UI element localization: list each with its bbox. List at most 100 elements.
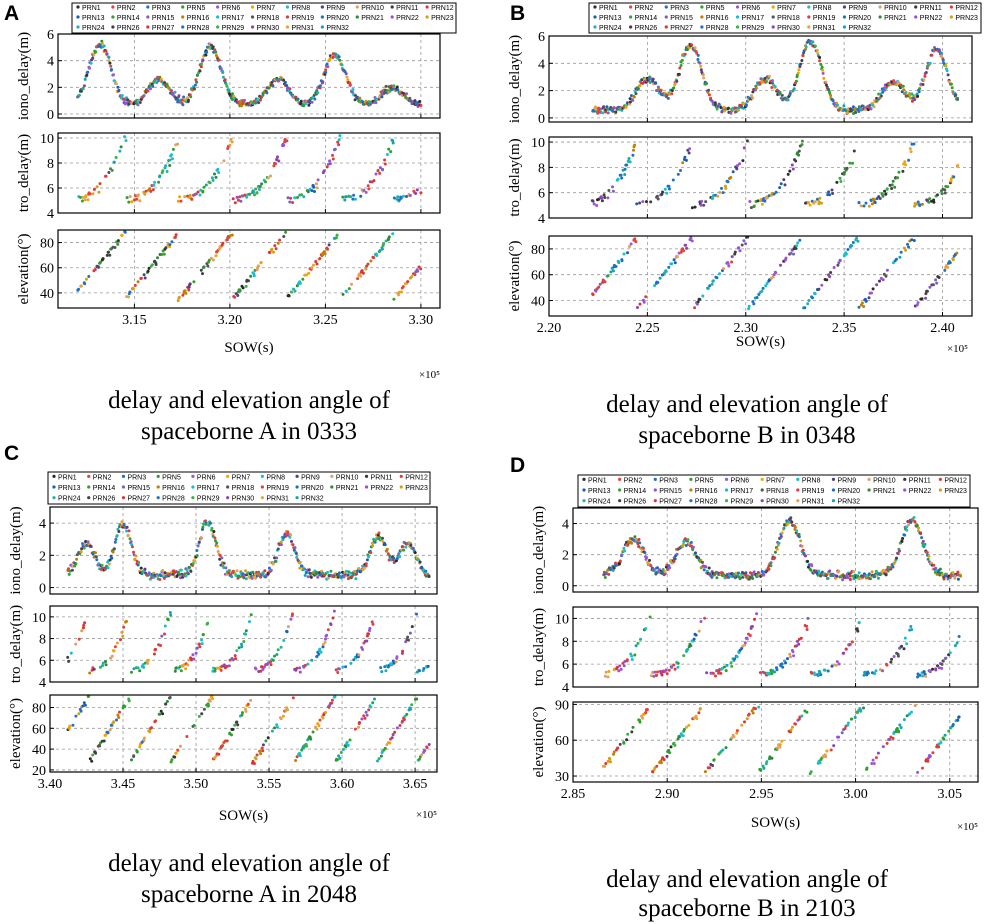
data-point [296,196,299,199]
data-point [152,652,156,656]
data-point [269,174,272,178]
data-point [792,252,795,256]
data-point [67,659,71,663]
data-point [380,247,384,251]
data-point [400,651,404,655]
data-point [806,302,810,306]
data-point [170,89,173,93]
data-point [698,297,702,301]
data-point [198,645,202,649]
data-point [106,731,110,735]
data-point [804,45,808,49]
data-point [843,727,847,731]
data-point [413,551,417,555]
data-point [699,68,703,72]
data-point [955,641,959,645]
legend-entry: PRN20 [301,485,324,492]
data-point [334,236,338,240]
data-point [813,44,817,48]
data-point [738,249,742,253]
data-point [335,233,339,237]
data-point [261,667,265,671]
data-point [159,644,162,647]
data-point [663,187,667,191]
legend-entry: PRN18 [766,488,789,495]
data-point [732,735,736,739]
data-point [800,714,804,718]
data-point [721,191,725,195]
data-point [66,655,70,659]
data-point [67,572,71,576]
data-point [951,571,955,575]
data-point [711,671,715,675]
x-tick-label: 2.95 [749,787,774,802]
x-tick-label: 2.20 [537,321,562,336]
data-point [69,651,73,655]
data-point [895,556,898,560]
data-point [871,758,875,762]
data-point [233,295,237,299]
data-point [185,568,189,572]
legend-entry: PRN16 [706,15,729,22]
data-point [321,645,325,649]
data-point [927,200,931,204]
data-point [274,162,277,166]
series-points [591,38,960,116]
data-point [357,725,360,729]
data-point [298,666,302,670]
data-point [295,284,299,288]
data-point [864,201,868,205]
data-point [106,566,110,570]
data-point [631,98,635,102]
data-point [723,665,726,669]
data-point [941,659,945,663]
data-point [200,642,204,646]
data-point [112,720,116,724]
legend-entry: PRN8 [813,5,832,12]
legend-entry: PRN5 [187,5,206,12]
data-point [362,566,366,570]
data-point [270,729,274,733]
legend-entry: PRN8 [266,474,285,481]
data-point [360,717,364,721]
data-point [256,264,260,268]
data-point [844,647,848,651]
data-point [418,100,422,103]
data-point [312,185,316,189]
data-point [81,542,85,546]
legend-entry: PRN24 [588,499,611,506]
data-point [128,195,132,199]
data-point [905,642,909,646]
data-point [168,158,172,162]
data-point [935,572,939,576]
data-point [186,572,190,576]
legend-marker [760,477,764,481]
legend-marker [285,5,290,9]
series-points [601,704,961,776]
legend-entry: PRN1 [82,5,101,12]
data-point [143,192,147,196]
data-point [91,753,95,757]
data-point [170,157,174,161]
legend-entry: PRN3 [152,5,171,12]
data-point [378,171,382,175]
legend-marker [216,25,220,29]
data-point [272,164,276,168]
caption-line-2: spaceborne A in 2048 [141,881,357,908]
legend-marker [390,5,394,9]
data-point [127,529,131,533]
data-point [344,195,348,199]
data-point [330,701,334,705]
data-point [924,674,928,678]
data-point [147,658,150,662]
data-point [932,563,936,567]
data-point [337,138,341,142]
legend-entry: PRN17 [731,488,754,495]
data-point [217,171,221,175]
legend-entry: PRN32 [848,25,871,32]
data-point [834,663,838,667]
data-point [184,667,188,671]
data-point [257,101,261,105]
data-point [934,566,938,570]
data-point [957,715,961,719]
